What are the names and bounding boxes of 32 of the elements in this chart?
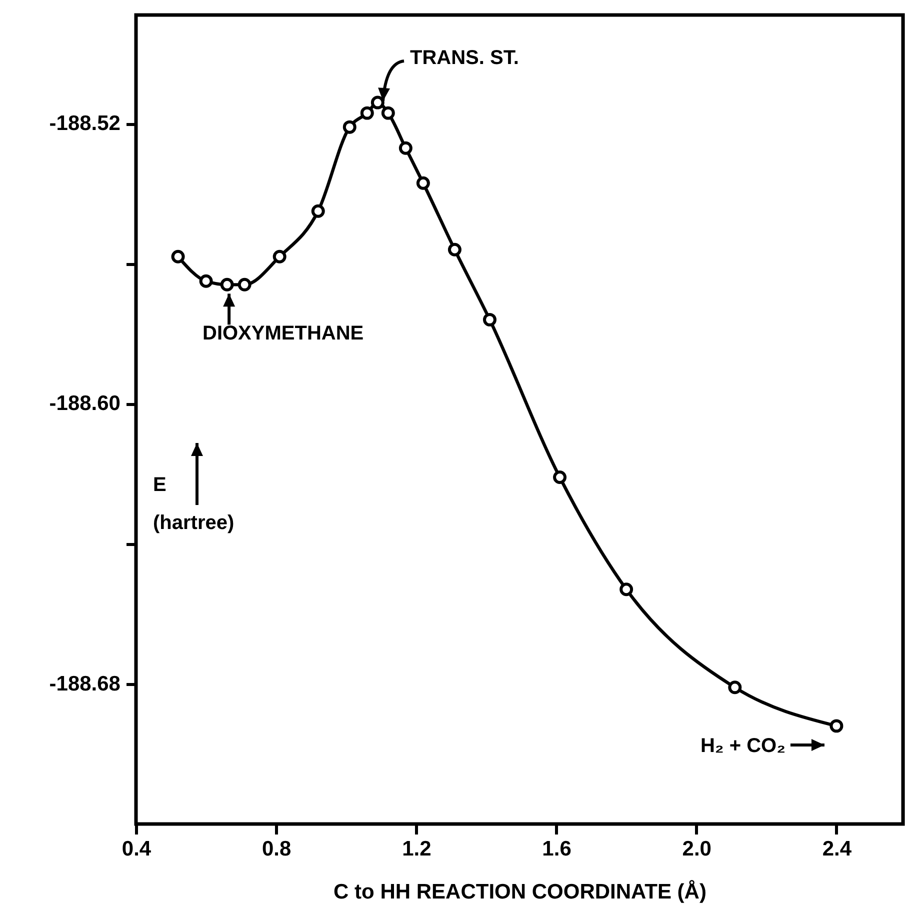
- y-tick-label: -188.60: [49, 392, 120, 416]
- x-tick-label: 1.2: [402, 838, 432, 860]
- point: [728, 680, 742, 694]
- annotation: TRANS. ST.: [410, 47, 519, 69]
- point: [342, 120, 356, 134]
- point: [238, 278, 252, 292]
- point: [370, 96, 384, 110]
- x-tick-label: 0.4: [122, 838, 152, 860]
- annotation: DIOXYMETHANE: [202, 322, 364, 345]
- x-tick-label: 2.0: [682, 838, 712, 860]
- point: [199, 274, 213, 288]
- point: [482, 312, 496, 326]
- y-tick-label: -188.68: [49, 672, 121, 696]
- point: [272, 250, 286, 264]
- point: [398, 141, 412, 155]
- x-axis-title: C to HH REACTION COORDINATE (Å): [334, 880, 706, 904]
- point: [448, 242, 462, 256]
- point: [416, 176, 430, 190]
- point: [830, 719, 844, 733]
- annotation: H₂ + CO₂: [700, 734, 786, 757]
- x-tick-label: 2.4: [822, 838, 852, 860]
- point: [360, 106, 374, 120]
- y-axis-title: E (hartree): [153, 474, 234, 534]
- point: [311, 204, 325, 218]
- point: [553, 470, 567, 484]
- y-tick-label: -188.52: [49, 112, 120, 136]
- x-tick-label: 1.6: [542, 838, 572, 860]
- point: [620, 582, 634, 596]
- point: [381, 106, 395, 120]
- point: [171, 250, 185, 264]
- point: [220, 278, 234, 292]
- x-tick-label: 0.8: [262, 838, 292, 860]
